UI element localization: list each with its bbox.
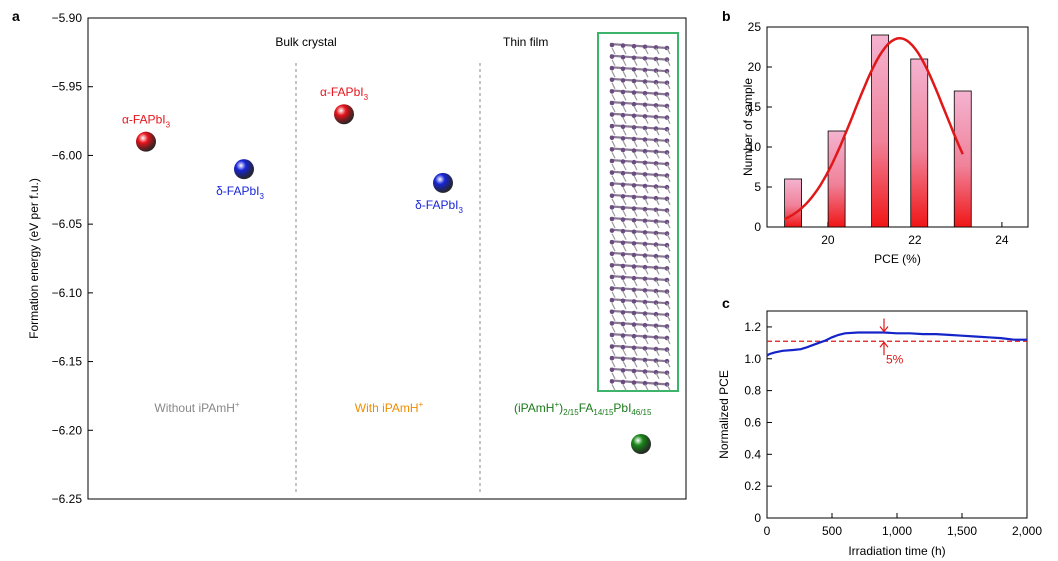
y-tick-label: 25 — [748, 20, 762, 34]
histogram-bar — [953, 90, 972, 228]
y-tick-label: 15 — [748, 100, 762, 114]
y-tick-label: 20 — [748, 60, 762, 74]
x-tick-label: 2,000 — [1012, 524, 1042, 538]
y-tick-label: 0.2 — [744, 479, 761, 493]
header-bulk-crystal: Bulk crystal — [275, 35, 336, 49]
arrow-up-icon — [879, 341, 889, 356]
panel-label-c: c — [722, 295, 730, 311]
y-tick-label: −5.90 — [52, 11, 83, 25]
y-tick-label: 5 — [754, 180, 761, 194]
y-axis-label: Normalized PCE — [717, 370, 731, 459]
x-tick-label: 0 — [764, 524, 771, 538]
data-point — [631, 434, 651, 455]
y-tick-label: 10 — [748, 140, 762, 154]
panel-a-frame — [87, 17, 687, 500]
y-tick-label: 0 — [754, 220, 761, 234]
panel-b-chart: 0 5 10 15 20 25 20 22 24 PCE (%) Number of sample — [741, 20, 1029, 266]
y-tick-label: 0.4 — [744, 447, 761, 461]
point-label: α-FAPbI3 — [320, 85, 369, 102]
y-tick-label: −6.05 — [52, 217, 83, 231]
header-thin-film: Thin film — [503, 35, 548, 49]
group-label-with: With iPAmH+ — [355, 400, 424, 415]
data-point — [433, 172, 453, 193]
pce-series-line — [766, 331, 1027, 357]
point-label: δ-FAPbI3 — [415, 198, 463, 215]
panel-c-frame — [766, 310, 1028, 519]
group-label-thin-film: (iPAmH+)2/15FA14/15PbI46/15 — [514, 400, 652, 417]
fit-curve — [783, 36, 964, 221]
histogram-bar — [871, 34, 889, 228]
y-tick-label: 0.8 — [744, 384, 761, 398]
data-point — [334, 104, 354, 125]
panel-a-chart: −5.90 −5.95 −6.00 −6.05 −6.10 −6.15 −6.20 −6.25… — [27, 11, 687, 506]
x-tick-label: 1,000 — [882, 524, 912, 538]
y-tick-label: −6.10 — [52, 286, 83, 300]
y-tick-label: −5.95 — [52, 80, 83, 94]
x-tick-label: 22 — [908, 233, 922, 247]
annotation-label: 5% — [886, 352, 904, 366]
panel-b-frame — [766, 26, 1029, 228]
x-tick-label: 24 — [995, 233, 1009, 247]
y-axis-label: Formation energy (eV per f.u.) — [27, 178, 41, 339]
arrow-down-icon — [879, 318, 889, 333]
y-tick-label: 1.0 — [744, 352, 761, 366]
thin-film-structure-image — [597, 32, 679, 392]
panel-label-b: b — [722, 8, 731, 24]
histogram-bar — [910, 58, 929, 228]
x-axis-label: PCE (%) — [874, 252, 921, 266]
x-tick-label: 20 — [821, 233, 835, 247]
x-axis-label: Irradiation time (h) — [848, 544, 945, 558]
x-tick-label: 500 — [822, 524, 842, 538]
point-label: α-FAPbI3 — [122, 113, 171, 130]
x-tick-label: 1,500 — [947, 524, 977, 538]
y-tick-label: −6.00 — [52, 148, 83, 162]
y-tick-label: 0.6 — [744, 415, 761, 429]
y-tick-label: −6.25 — [52, 492, 83, 506]
y-tick-label: 1.2 — [744, 320, 761, 334]
panel-label-a: a — [12, 8, 20, 24]
data-point — [234, 159, 254, 180]
y-axis-label: Number of sample — [741, 78, 755, 176]
histogram-bar — [784, 178, 802, 228]
group-label-without: Without iPAmH+ — [154, 400, 239, 415]
y-tick-label: −6.20 — [52, 423, 83, 437]
panel-c-chart: 0 0.2 0.4 0.6 0.8 1.0 1.2 0 500 1,000 1,500 2,000 Ir… — [717, 310, 1042, 558]
y-tick-label: 0 — [754, 511, 761, 525]
histogram-bar — [827, 130, 846, 228]
data-point — [136, 131, 156, 152]
y-tick-label: −6.15 — [52, 355, 83, 369]
point-label: δ-FAPbI3 — [216, 184, 264, 201]
